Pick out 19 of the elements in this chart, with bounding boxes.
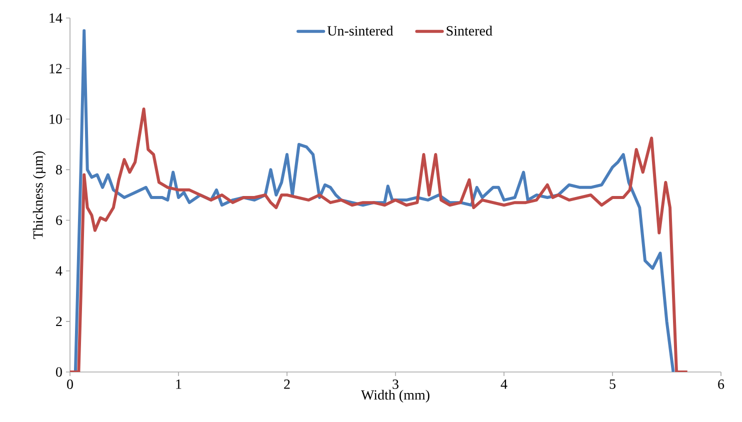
y-axis-title: Thickness (µm) bbox=[32, 151, 46, 240]
x-tick-label: 2 bbox=[284, 380, 290, 389]
x-tick-label: 5 bbox=[610, 380, 616, 389]
x-tick-label: 0 bbox=[67, 380, 73, 389]
x-tick-label: 4 bbox=[500, 380, 508, 389]
y-tick-label: 4 bbox=[56, 266, 62, 276]
y-tick-label: 0 bbox=[56, 367, 62, 377]
legend-label: Sintered bbox=[446, 26, 492, 36]
y-tick-label: 14 bbox=[50, 13, 62, 23]
x-tick-label: 1 bbox=[176, 380, 182, 389]
x-axis-title: Width (mm) bbox=[361, 390, 430, 403]
y-tick-label: 8 bbox=[56, 164, 62, 174]
y-tick-label: 2 bbox=[56, 316, 62, 326]
y-tick-label: 10 bbox=[50, 114, 62, 124]
y-tick-label: 6 bbox=[56, 216, 62, 225]
x-tick-label: 6 bbox=[718, 380, 724, 389]
y-tick-label: 12 bbox=[50, 64, 62, 74]
legend-label: Un-sintered bbox=[327, 26, 394, 36]
x-tick-label: 3 bbox=[392, 380, 398, 389]
